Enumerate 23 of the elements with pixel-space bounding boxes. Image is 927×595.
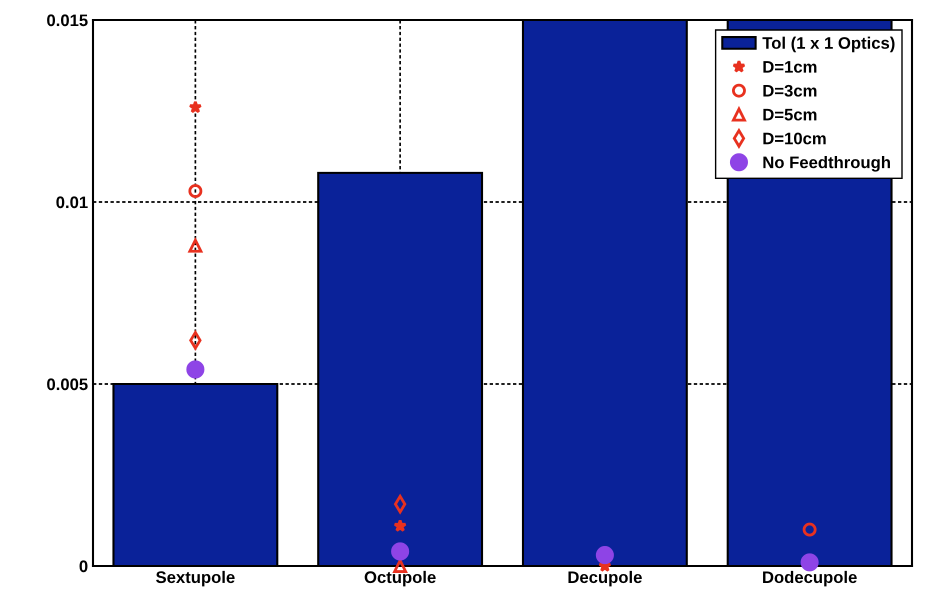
y-tick-label: 0.01 bbox=[56, 196, 88, 208]
point bbox=[800, 553, 819, 572]
legend-label: D=3cm bbox=[763, 84, 816, 97]
legend-label: Tol (1 x 1 Optics) bbox=[762, 36, 895, 52]
point bbox=[391, 542, 410, 560]
point bbox=[188, 238, 202, 253]
x-tick-label: Decupole bbox=[568, 570, 642, 586]
x-tick-label: Dodecupole bbox=[763, 570, 857, 586]
point bbox=[802, 522, 817, 537]
point bbox=[188, 184, 202, 198]
legend-label: D=1cm bbox=[763, 61, 816, 73]
legend-label: No Feedthrough bbox=[763, 156, 890, 172]
y-tick-label: 0.005 bbox=[47, 378, 88, 390]
legend-label: D=10cm bbox=[763, 132, 826, 144]
x-tick-label: Octupole bbox=[364, 570, 436, 586]
x-tick-label: Sextupole bbox=[156, 570, 235, 586]
point bbox=[393, 519, 407, 532]
point bbox=[186, 360, 204, 378]
y-tick-label: 0 bbox=[80, 560, 88, 572]
point bbox=[596, 546, 614, 564]
point bbox=[188, 100, 202, 114]
y-tick-label: 0.015 bbox=[47, 14, 88, 26]
legend-label: D=5cm bbox=[763, 108, 816, 121]
